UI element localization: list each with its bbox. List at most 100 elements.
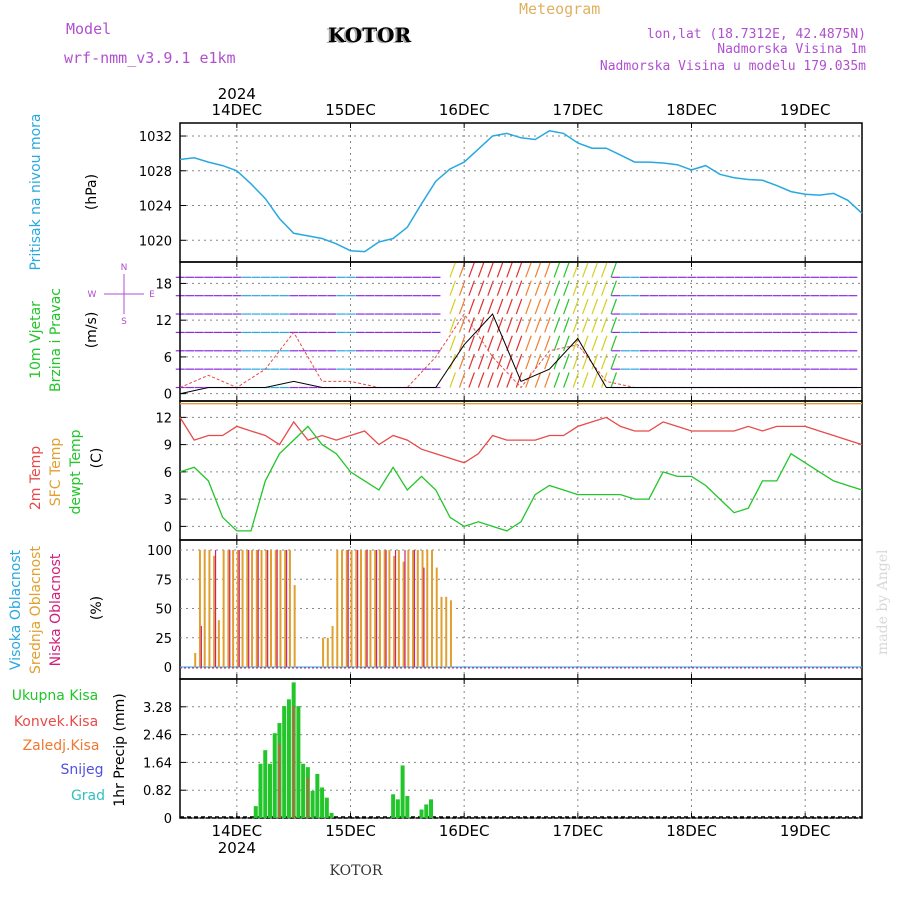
wind-arrow (534, 262, 542, 278)
wind-side-label-1: 10m Vjetar (28, 301, 44, 379)
x-day-label-bottom: 15DEC (325, 822, 376, 840)
cloud-mid-bar (350, 550, 353, 667)
station-title-shadow: KOTOR (326, 24, 410, 48)
x-day-label-bottom: 16DEC (439, 822, 490, 840)
wind-arrow (449, 298, 456, 315)
wind-arrow (458, 298, 466, 315)
precip-side-label-5: Grad (71, 788, 105, 804)
wind-arrow (600, 317, 608, 333)
wind-arrow (544, 372, 551, 388)
wind-arrow (544, 353, 551, 370)
cloud-mid-bar (217, 620, 220, 667)
compass-n: N (121, 263, 128, 273)
wind-arrow (591, 335, 599, 351)
cloud-mid-bar (336, 550, 339, 667)
precip-total-bar (301, 763, 306, 818)
cloud-mid-bar (416, 550, 419, 667)
cloud-low-bar (404, 550, 406, 667)
wind-arrow (563, 280, 570, 296)
temp-side-label-1: 2m Temp (28, 446, 44, 510)
cloud-mid-bar (322, 637, 325, 667)
cloud-mid-bar (232, 550, 235, 667)
wind-arrow (600, 298, 608, 315)
temp-2m-line (179, 416, 863, 464)
wind-arrow (572, 353, 580, 370)
y-tick-label: 1020 (139, 234, 172, 249)
model-name: wrf-nmm_v3.9.1 e1km (64, 49, 236, 67)
wind-arrow (506, 335, 513, 351)
cloud-side-label-1: Visoka Oblacnost (8, 549, 24, 670)
precip-total-bar (263, 750, 268, 818)
wind-arrow (525, 353, 532, 370)
cloud-mid-bar (255, 550, 258, 667)
x-day-label-bottom: 19DEC (780, 822, 831, 840)
x-day-label-bottom: 17DEC (553, 822, 604, 840)
cloud-mid-bar (407, 550, 410, 667)
wind-arrow (496, 262, 504, 278)
wind-arrow (515, 317, 523, 333)
wind-arrow (534, 372, 542, 388)
dewpoint-line (179, 425, 863, 532)
wind-arrow (449, 335, 456, 351)
wind-arrow (506, 298, 513, 315)
wind-arrow (487, 335, 494, 351)
cloud-mid-bar (222, 550, 225, 667)
wind-arrow (534, 298, 542, 315)
precip-total-bar (429, 799, 434, 818)
x-year-label-top: 2024 (218, 85, 256, 103)
wind-arrow (525, 262, 532, 278)
cloud-low-bar (285, 550, 288, 667)
precip-ylabel: 1hr Precip (mm) (112, 693, 128, 806)
elevation-label: Nadmorska Visina 1m (717, 42, 866, 57)
y-tick-label: 18 (155, 277, 172, 292)
precip-total-bar (324, 797, 329, 818)
wind-arrow (458, 335, 466, 351)
y-tick-label: 1024 (139, 200, 172, 215)
cloud-mid-bar (440, 596, 443, 667)
wind-arrow (515, 335, 523, 351)
cloud-mid-bar (359, 550, 362, 667)
wind-arrow (553, 335, 561, 351)
wind-arrow (610, 298, 618, 315)
y-tick-label: 3 (164, 493, 172, 508)
y-tick-label: 0 (164, 520, 172, 535)
wind-arrow (477, 335, 485, 351)
pressure-ylabel: (hPa) (84, 174, 100, 210)
cloud-mid-bar (246, 550, 249, 667)
y-tick-label: 50 (155, 603, 172, 618)
wind-arrow (525, 298, 532, 315)
precip-total-bar (253, 806, 258, 818)
wind-arrow (496, 317, 504, 333)
cloud-mid-bar (260, 550, 263, 667)
x-day-label-top: 15DEC (325, 101, 376, 119)
cloud-low-bar (375, 550, 378, 667)
cloud-mid-bar (426, 550, 429, 667)
y-tick-label: 1028 (139, 165, 172, 180)
panel-frame-4 (179, 678, 863, 819)
wind-arrow (610, 353, 618, 370)
cloud-low-bar (413, 550, 416, 667)
wind-arrow (563, 353, 570, 370)
y-tick-label: 9 (164, 439, 172, 454)
cloud-mid-bar (369, 550, 372, 667)
cloud-mid-bar (279, 550, 282, 667)
wind-arrow (563, 372, 570, 388)
wind-arrow (544, 335, 551, 351)
y-tick-label: 0 (164, 388, 172, 403)
wind-arrow (600, 353, 608, 370)
cloud-low-bar (276, 550, 278, 667)
cloud-low-bar (347, 550, 349, 667)
wind-arrow (544, 298, 551, 315)
wind-arrow (534, 317, 542, 333)
wind-arrow (477, 262, 485, 278)
wind-arrow (468, 298, 475, 315)
x-day-label-bottom: 14DEC (212, 822, 263, 840)
precip-total-bar (400, 765, 405, 818)
wind-arrow (563, 335, 570, 351)
wind-ylabel: (m/s) (84, 312, 100, 349)
cloud-low-bar (229, 550, 231, 667)
wind-arrow (553, 262, 561, 278)
wind-arrow (496, 280, 504, 296)
